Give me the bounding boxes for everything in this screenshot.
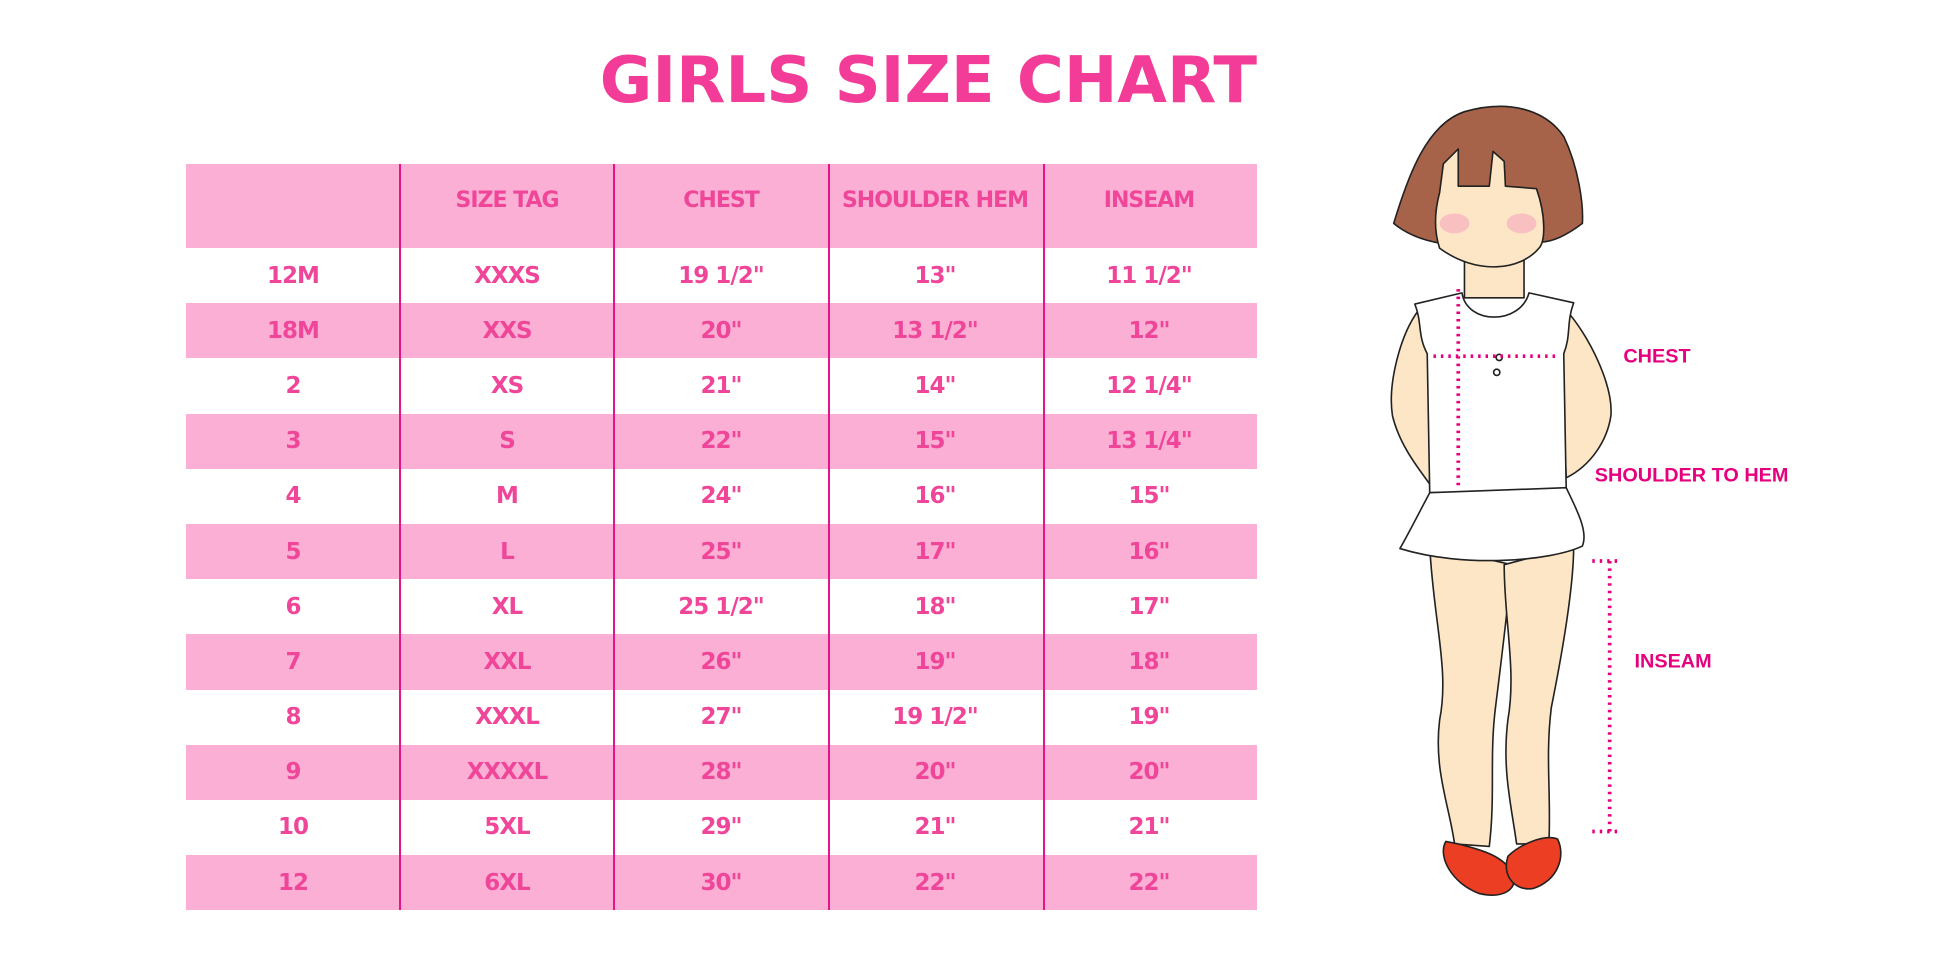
table-cell: S: [499, 428, 516, 455]
table-cell: 18": [914, 593, 957, 620]
table-cell: 4: [285, 483, 301, 510]
header-cell: INSEAM: [1103, 188, 1195, 213]
table-cell: 17": [1128, 593, 1171, 620]
skirt: [1399, 486, 1585, 562]
table-cell: 28": [700, 759, 743, 786]
chest-label: CHEST: [1623, 345, 1690, 367]
right-leg: [1503, 545, 1575, 845]
table-cell: 21": [700, 372, 743, 399]
table-header-row: SIZE TAG CHEST SHOULDER HEM INSEAM: [186, 164, 1257, 248]
table-cell: 19 1/2": [892, 704, 978, 731]
table-cell: 2: [285, 372, 301, 399]
table-cell: XL: [491, 593, 523, 620]
page-title: GIRLS SIZE CHART: [599, 44, 1257, 118]
table-cell: 12: [277, 869, 309, 896]
table-row: 12M XXXS 19 1/2" 13" 11 1/2": [186, 248, 1257, 303]
table-cell: 6XL: [484, 869, 530, 896]
table-row: 5 L 25" 17" 16": [186, 523, 1257, 580]
column-divider: [613, 164, 615, 911]
table-cell: 16": [1128, 538, 1171, 565]
face: [1434, 148, 1545, 268]
left-arm: [1390, 309, 1438, 485]
table-cell: 8: [285, 704, 301, 731]
table-row: 6 XL 25 1/2" 18" 17": [186, 579, 1257, 634]
column-divider: [1043, 164, 1045, 911]
table-cell: XXL: [483, 648, 531, 675]
table-cell: XXXXL: [466, 759, 549, 786]
inseam-label: INSEAM: [1634, 651, 1711, 673]
table-row: 12 6XL 30" 22" 22": [186, 855, 1257, 911]
table-cell: 19": [914, 648, 957, 675]
column-divider: [828, 164, 830, 911]
size-chart-table: SIZE TAG CHEST SHOULDER HEM INSEAM 12M XX…: [186, 164, 1257, 911]
shoulder-to-hem-label: SHOULDER TO HEM: [1595, 465, 1789, 487]
table-cell: 20": [914, 759, 957, 786]
table-row: 8 XXXL 27" 19 1/2" 19": [186, 690, 1257, 745]
table-cell: 13 1/2": [892, 317, 978, 344]
table-cell: 12M: [267, 262, 320, 289]
table-cell: 7: [285, 648, 301, 675]
header-cell: CHEST: [683, 188, 759, 213]
table-cell: 9: [285, 759, 301, 786]
table-cell: XS: [490, 372, 524, 399]
table-cell: 15": [914, 428, 957, 455]
table-cell: 27": [700, 704, 743, 731]
left-leg: [1428, 545, 1513, 848]
right-shoe: [1505, 836, 1562, 890]
table-cell: 13": [914, 262, 957, 289]
table-cell: 5XL: [484, 814, 530, 841]
table-cell: 17": [914, 538, 957, 565]
table-cell: 13 1/4": [1106, 428, 1192, 455]
table-cell: 19": [1128, 704, 1171, 731]
table-row: 10 5XL 29" 21" 21": [186, 800, 1257, 855]
table-cell: 10: [277, 814, 309, 841]
table-row: 7 XXL 26" 19" 18": [186, 634, 1257, 690]
header-cell: SIZE TAG: [455, 188, 559, 213]
table-cell: 30": [700, 869, 743, 896]
table-cell: 19 1/2": [678, 262, 764, 289]
table-cell: 15": [1128, 483, 1171, 510]
table-cell: 22": [700, 428, 743, 455]
table-cell: 16": [914, 483, 957, 510]
shirt: [1414, 292, 1575, 494]
table-cell: 6: [285, 593, 301, 620]
table-cell: 18": [1128, 648, 1171, 675]
table-cell: M: [496, 483, 519, 510]
table-cell: XXXL: [475, 704, 540, 731]
left-shoe: [1442, 840, 1516, 896]
table-cell: 14": [914, 372, 957, 399]
table-row: 4 M 24" 16" 15": [186, 469, 1257, 524]
table-cell: 11 1/2": [1106, 262, 1192, 289]
table-cell: 20": [1128, 759, 1171, 786]
table-cell: 21": [1128, 814, 1171, 841]
table-cell: L: [500, 538, 515, 565]
right-arm: [1560, 309, 1612, 479]
column-divider: [399, 164, 401, 911]
table-cell: 12": [1128, 317, 1171, 344]
table-cell: 20": [700, 317, 743, 344]
table-cell: 26": [700, 648, 743, 675]
table-cell: 25": [700, 538, 743, 565]
table-row: 9 XXXXL 28" 20" 20": [186, 744, 1257, 800]
table-cell: 12 1/4": [1106, 372, 1192, 399]
table-row: 3 S 22" 15" 13 1/4": [186, 413, 1257, 469]
table-cell: XXS: [482, 317, 532, 344]
table-cell: 21": [914, 814, 957, 841]
table-cell: 22": [914, 869, 957, 896]
table-row: 18M XXS 20" 13 1/2" 12": [186, 303, 1257, 359]
table-cell: 18M: [267, 317, 320, 344]
header-cell: SHOULDER HEM: [841, 188, 1029, 213]
table-cell: 24": [700, 483, 743, 510]
table-cell: 25 1/2": [678, 593, 764, 620]
table-cell: 3: [285, 428, 301, 455]
table-row: 2 XS 21" 14" 12 1/4": [186, 358, 1257, 413]
table-cell: 29": [700, 814, 743, 841]
table-cell: 22": [1128, 869, 1171, 896]
table-cell: 5: [285, 538, 301, 565]
table-cell: XXXS: [474, 262, 541, 289]
